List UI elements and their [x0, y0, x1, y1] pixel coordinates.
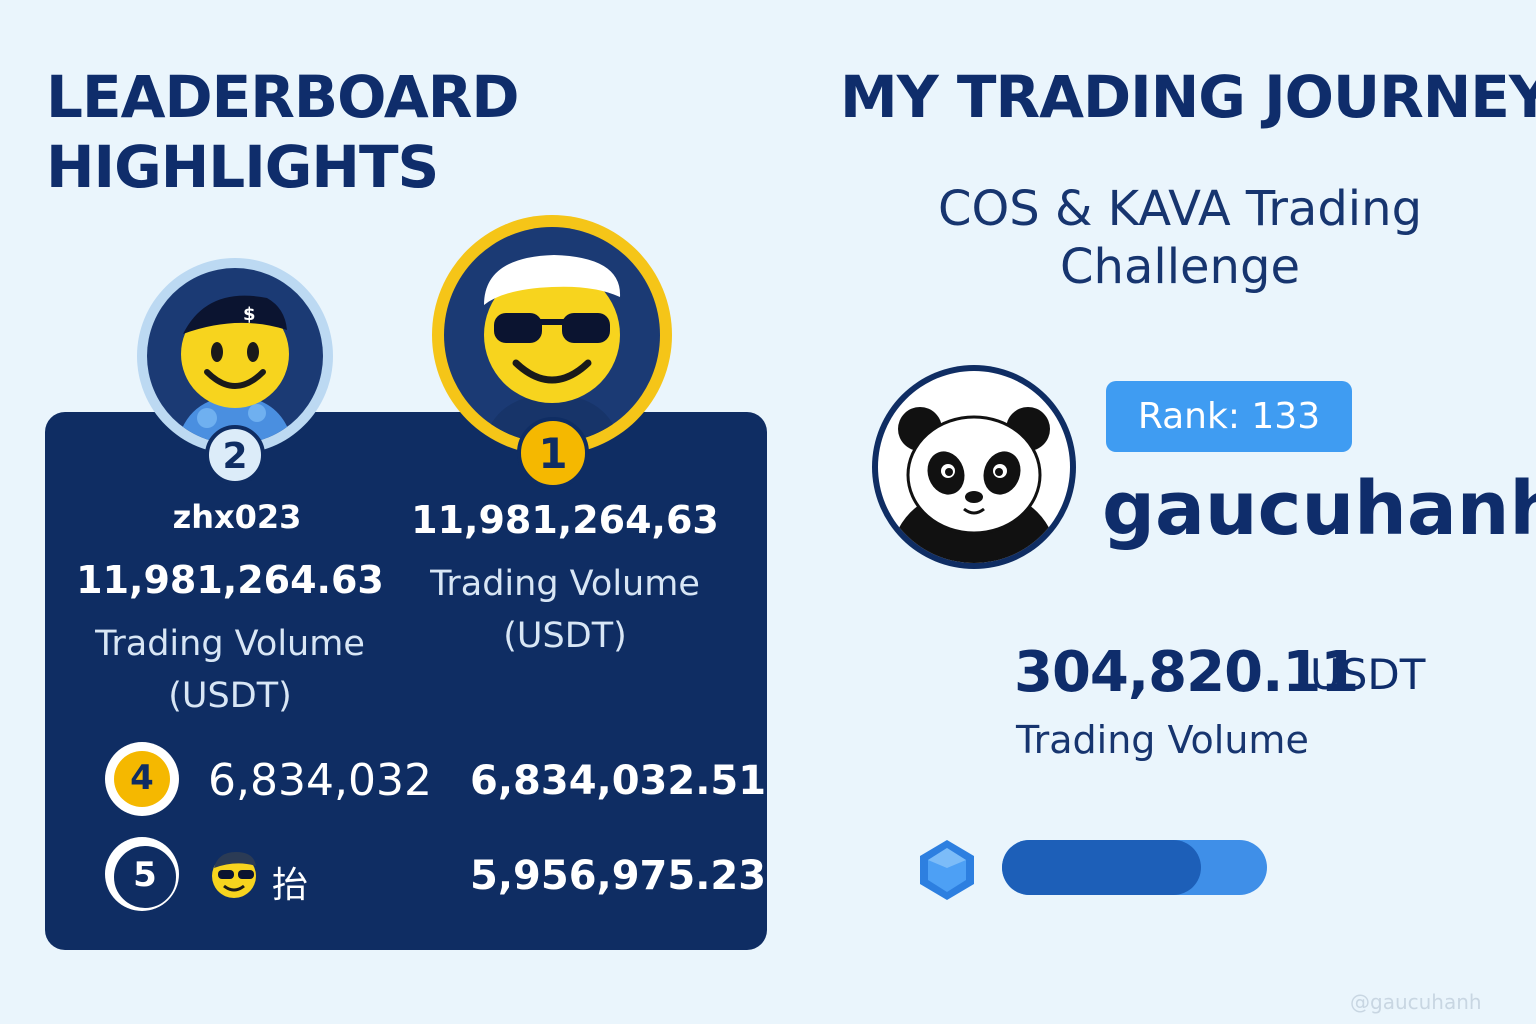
progress-bar: [1002, 840, 1267, 895]
panda-icon: [888, 407, 1060, 563]
row-5-name: 抬: [272, 865, 309, 906]
journey-title: MY TRADING JOURNEY: [840, 63, 1536, 131]
rank-badge-2: 2: [205, 425, 265, 485]
my-trading-volume: 304,820.11: [1014, 640, 1359, 705]
player-2-volume: 11,981,264.63: [76, 558, 384, 602]
row-5-volume: 5,956,975.23: [470, 853, 767, 899]
smiley-cap-icon: $: [177, 295, 293, 444]
rank-number: 5: [114, 846, 176, 908]
username: gaucuhanh: [1102, 466, 1536, 552]
user-avatar[interactable]: [872, 365, 1076, 569]
rank-badge-1: 1: [517, 417, 589, 489]
gem-icon: [920, 840, 974, 900]
volume-label: Trading Volume: [1016, 718, 1309, 762]
svg-text:$: $: [243, 304, 256, 325]
challenge-title: COS & KAVA Trading Challenge: [937, 181, 1423, 295]
row-4-volume: 6,834,032.51: [470, 758, 767, 804]
small-smiley-icon: [212, 852, 256, 898]
player-2-volume-label: Trading Volume (USDT): [95, 624, 365, 716]
volume-unit: USDT: [1310, 650, 1426, 699]
rank-number: 4: [114, 751, 170, 807]
avatar-rank-1[interactable]: [432, 215, 672, 455]
avatar-rank-2[interactable]: $: [137, 258, 333, 454]
player-1-volume-label: Trading Volume (USDT): [430, 564, 700, 656]
watermark: @gaucuhanh: [1350, 990, 1482, 1014]
leaderboard-title: LEADERBOARD HIGHLIGHTS: [46, 63, 520, 201]
rank-badge: Rank: 133: [1106, 381, 1352, 452]
rank-circle-4: 4: [105, 742, 179, 816]
row-4-name: 6,834,032: [208, 755, 432, 806]
smiley-sunglasses-icon: [484, 255, 621, 443]
rank-circle-5: 5: [105, 837, 179, 911]
player-2-name: zhx023: [172, 498, 302, 536]
progress-fill: [1002, 840, 1201, 895]
player-1-volume: 11,981,264,63: [411, 498, 719, 542]
